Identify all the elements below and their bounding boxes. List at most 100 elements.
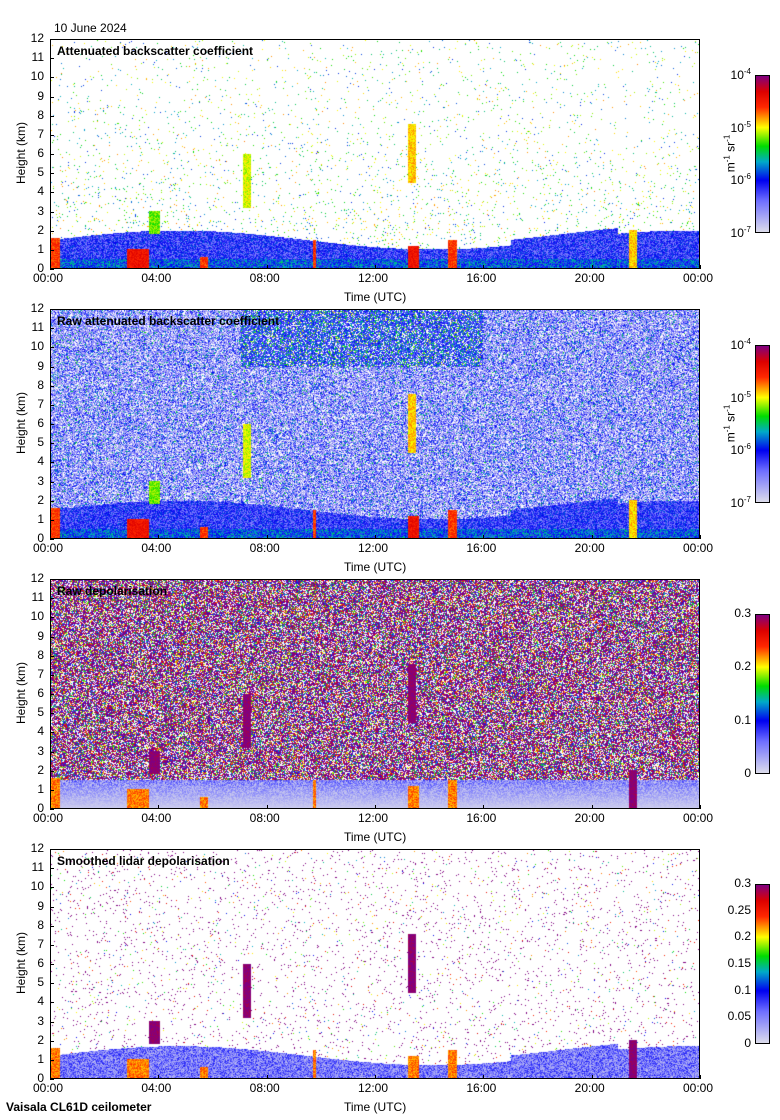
x-tick-label: 08:00 xyxy=(250,1081,280,1095)
y-tick-label: 4 xyxy=(37,184,44,198)
colorbar-tick-label: 0.25 xyxy=(728,903,751,917)
y-tick-mark xyxy=(50,849,54,850)
y-tick-mark xyxy=(50,173,54,174)
y-tick-label: 8 xyxy=(37,648,44,662)
colorbar-tick-label: 0 xyxy=(744,766,751,780)
heatmap-image xyxy=(51,40,699,268)
x-tick-label: 00:00 xyxy=(683,271,713,285)
x-tick-label: 12:00 xyxy=(358,811,388,825)
y-tick-label: 11 xyxy=(32,320,44,334)
y-tick-label: 8 xyxy=(37,378,44,392)
x-tick-mark xyxy=(700,1075,701,1079)
y-tick-label: 4 xyxy=(37,994,44,1008)
x-tick-mark xyxy=(700,805,701,809)
y-tick-label: 5 xyxy=(37,165,44,179)
x-tick-mark xyxy=(158,265,159,269)
x-tick-label: 00:00 xyxy=(33,811,63,825)
x-tick-label: 12:00 xyxy=(358,271,388,285)
y-tick-mark xyxy=(50,443,54,444)
y-tick-mark xyxy=(50,424,54,425)
colorbar-tick-label: 0.2 xyxy=(734,929,751,943)
y-tick-label: 3 xyxy=(37,1014,44,1028)
y-tick-mark xyxy=(50,907,54,908)
x-tick-label: 20:00 xyxy=(575,811,605,825)
y-tick-label: 12 xyxy=(31,841,44,855)
y-tick-label: 2 xyxy=(37,223,44,237)
heatmap-panel-3: Raw depolarisation xyxy=(50,579,700,809)
x-tick-mark xyxy=(375,1075,376,1079)
x-tick-mark xyxy=(592,805,593,809)
y-tick-label: 1 xyxy=(37,242,44,256)
x-tick-label: 04:00 xyxy=(141,271,171,285)
x-tick-mark xyxy=(483,265,484,269)
heatmap-image xyxy=(51,850,699,1078)
x-tick-mark xyxy=(50,535,51,539)
panel-title: Smoothed lidar depolarisation xyxy=(57,854,230,868)
x-tick-label: 08:00 xyxy=(250,811,280,825)
x-tick-label: 08:00 xyxy=(250,271,280,285)
y-tick-mark xyxy=(50,250,54,251)
y-tick-label: 12 xyxy=(31,301,44,315)
y-tick-mark xyxy=(50,462,54,463)
x-tick-mark xyxy=(483,805,484,809)
x-axis-label: Time (UTC) xyxy=(344,830,406,844)
x-tick-label: 00:00 xyxy=(683,1081,713,1095)
instrument-label: Vaisala CL61D ceilometer xyxy=(6,1100,151,1114)
panel-title: Attenuated backscatter coefficient xyxy=(57,44,253,58)
x-tick-label: 16:00 xyxy=(466,541,496,555)
y-tick-mark xyxy=(50,520,54,521)
colorbar xyxy=(755,75,770,233)
x-tick-mark xyxy=(375,805,376,809)
x-tick-mark xyxy=(158,805,159,809)
y-tick-label: 3 xyxy=(37,474,44,488)
y-tick-label: 10 xyxy=(31,609,44,623)
y-tick-label: 11 xyxy=(32,860,44,874)
colorbar-tick-label: 0.1 xyxy=(734,983,751,997)
y-tick-mark xyxy=(50,598,54,599)
y-tick-mark xyxy=(50,675,54,676)
y-tick-mark xyxy=(50,269,54,270)
y-tick-mark xyxy=(50,231,54,232)
y-tick-label: 10 xyxy=(31,879,44,893)
y-tick-label: 5 xyxy=(37,975,44,989)
y-tick-mark xyxy=(50,212,54,213)
x-tick-label: 00:00 xyxy=(683,541,713,555)
y-tick-label: 8 xyxy=(37,918,44,932)
x-tick-label: 08:00 xyxy=(250,541,280,555)
y-tick-mark xyxy=(50,926,54,927)
colorbar-unit-label: m-1 sr-1 xyxy=(723,394,738,454)
colorbar xyxy=(755,614,770,774)
date-label: 10 June 2024 xyxy=(54,21,127,35)
x-tick-mark xyxy=(50,805,51,809)
y-tick-mark xyxy=(50,983,54,984)
y-tick-label: 12 xyxy=(31,31,44,45)
y-tick-mark xyxy=(50,656,54,657)
x-tick-label: 00:00 xyxy=(683,811,713,825)
y-tick-mark xyxy=(50,309,54,310)
colorbar-unit-label: m-1 sr-1 xyxy=(723,124,738,184)
x-tick-label: 20:00 xyxy=(575,541,605,555)
x-tick-mark xyxy=(267,535,268,539)
y-tick-label: 6 xyxy=(37,416,44,430)
y-tick-label: 9 xyxy=(37,89,44,103)
y-tick-mark xyxy=(50,135,54,136)
colorbar-tick-label: 10-7 xyxy=(731,495,751,510)
x-axis-label: Time (UTC) xyxy=(344,290,406,304)
y-tick-mark xyxy=(50,1060,54,1061)
y-tick-label: 6 xyxy=(37,146,44,160)
y-tick-mark xyxy=(50,617,54,618)
colorbar xyxy=(755,345,770,503)
colorbar-tick-label: 10-4 xyxy=(731,67,751,82)
y-tick-mark xyxy=(50,386,54,387)
y-tick-mark xyxy=(50,771,54,772)
x-tick-mark xyxy=(158,535,159,539)
y-tick-mark xyxy=(50,694,54,695)
y-tick-label: 9 xyxy=(37,629,44,643)
colorbar-tick-label: 10-7 xyxy=(731,225,751,240)
x-tick-mark xyxy=(592,1075,593,1079)
y-tick-mark xyxy=(50,97,54,98)
heatmap-panel-2: Raw attenuated backscatter coefficient xyxy=(50,309,700,539)
x-tick-label: 04:00 xyxy=(141,541,171,555)
y-tick-mark xyxy=(50,1079,54,1080)
y-tick-mark xyxy=(50,367,54,368)
